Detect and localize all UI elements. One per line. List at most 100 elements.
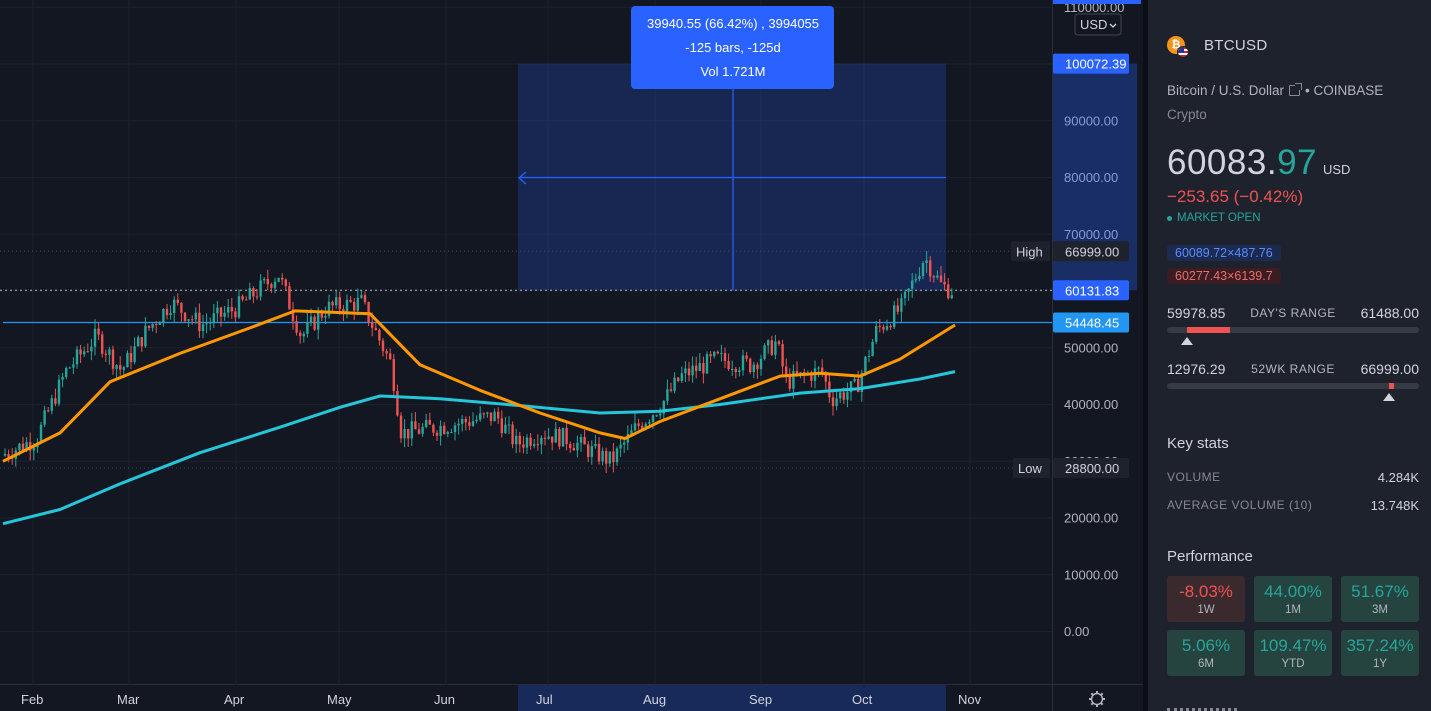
- performance-value: 357.24%: [1346, 636, 1414, 655]
- candle-body: [763, 345, 766, 359]
- candle-body: [349, 299, 352, 302]
- candle-body: [608, 451, 611, 464]
- market-status-dot-icon: [1167, 215, 1172, 221]
- candle-body: [741, 355, 745, 371]
- performance-cell-1m[interactable]: 44.00% 1M: [1254, 576, 1332, 622]
- candle-body: [939, 275, 943, 282]
- candle-body: [817, 367, 820, 369]
- candle-body: [108, 349, 111, 355]
- candle-body: [651, 415, 655, 423]
- candle-body: [551, 436, 554, 443]
- candle-body: [504, 424, 507, 434]
- candle-body: [313, 316, 316, 330]
- performance-cell-ytd[interactable]: 109.47% YTD: [1254, 630, 1332, 676]
- candlestick-series: [3, 251, 953, 474]
- time-axis-label: Jun: [434, 692, 455, 707]
- y-axis-tick-label: 10000.00: [1064, 567, 1118, 582]
- days-range: 59978.85 DAY'S RANGE 61488.00: [1167, 305, 1419, 345]
- performance-cell-1w[interactable]: -8.03% 1W: [1167, 576, 1245, 622]
- candle-body: [947, 284, 950, 299]
- candle-body: [21, 443, 25, 451]
- days-range-marker-icon: [1181, 337, 1194, 345]
- candle-body: [533, 444, 536, 446]
- market-status-text: MARKET OPEN: [1177, 212, 1261, 224]
- days-range-high: 61488.00: [1360, 305, 1419, 321]
- candle-body: [723, 353, 727, 362]
- gear-icon-tooth: [1090, 702, 1094, 706]
- performance-cell-3m[interactable]: 51.67% 3M: [1341, 576, 1419, 622]
- candle-body: [281, 277, 284, 280]
- panel-divider[interactable]: [1143, 0, 1148, 711]
- gear-icon[interactable]: [1089, 691, 1105, 707]
- performance-cell-1y[interactable]: 357.24% 1Y: [1341, 630, 1419, 676]
- candle-body: [572, 448, 575, 451]
- candle-body: [385, 351, 388, 354]
- y-axis-tick-label: 90000.00: [1064, 113, 1118, 128]
- candle-body: [353, 301, 356, 311]
- candle-body: [511, 424, 514, 445]
- candle-body: [734, 368, 737, 373]
- candle-body: [90, 346, 93, 352]
- candle-body: [745, 355, 748, 359]
- avg-volume-value: 13.748K: [1370, 498, 1419, 513]
- candle-body: [180, 302, 183, 313]
- candle-body: [673, 377, 676, 391]
- currency-selector[interactable]: USD: [1074, 13, 1122, 36]
- candle-body: [914, 279, 917, 281]
- performance-cell-6m[interactable]: 5.06% 6M: [1167, 630, 1245, 676]
- candle-body: [360, 295, 363, 298]
- volume-stat: VOLUME 4.284K: [1167, 470, 1419, 485]
- candle-body: [878, 325, 881, 327]
- candle-body: [698, 363, 701, 371]
- candle-body: [781, 344, 784, 367]
- low-price-label: 28800.00: [1065, 461, 1119, 476]
- candle-body: [47, 410, 50, 412]
- candle-body: [749, 358, 752, 373]
- candle-body: [471, 421, 475, 426]
- candle-body: [191, 319, 194, 321]
- candle-body: [857, 378, 860, 392]
- candle-body: [421, 426, 424, 434]
- high-price-label: 66999.00: [1065, 244, 1119, 259]
- candle-body: [713, 351, 716, 357]
- candle-body: [835, 398, 838, 407]
- chart-area[interactable]: 110000.0090000.0080000.0070000.0050000.0…: [0, 0, 1143, 711]
- external-link-icon[interactable]: [1289, 83, 1303, 96]
- candle-body: [291, 309, 295, 322]
- candle-body: [68, 367, 71, 369]
- candle-body: [666, 389, 669, 401]
- candle-body: [320, 312, 323, 318]
- candle-body: [137, 337, 140, 347]
- candle-body: [317, 312, 320, 330]
- candle-body: [263, 278, 266, 281]
- candle-body: [194, 312, 197, 320]
- symbol-header[interactable]: ₿ BTCUSD: [1167, 36, 1267, 58]
- candle-body: [144, 325, 147, 347]
- time-axis-label: May: [327, 692, 352, 707]
- candle-body: [245, 299, 248, 301]
- performance-grid: -8.03% 1W 44.00% 1M 51.67% 3M 5.06% 6M 109.47% YT…: [1167, 576, 1420, 676]
- candle-body: [93, 328, 97, 347]
- gear-icon-tooth: [1100, 702, 1104, 706]
- candle-body: [705, 354, 709, 374]
- candle-body: [752, 364, 755, 373]
- candle-body: [464, 418, 467, 423]
- high-price-label-bg: [1053, 241, 1129, 262]
- candle-body: [659, 413, 662, 416]
- candle-body: [907, 288, 910, 292]
- price-chart[interactable]: 110000.0090000.0080000.0070000.0050000.0…: [0, 0, 1143, 711]
- candle-body: [61, 377, 64, 380]
- days-range-fill: [1187, 327, 1230, 333]
- candle-body: [943, 281, 946, 285]
- candle-body: [155, 323, 158, 325]
- candle-body: [871, 341, 874, 356]
- candle-body: [414, 421, 417, 430]
- avg-volume-label: AVERAGE VOLUME (10): [1167, 498, 1313, 512]
- candle-body: [475, 419, 478, 422]
- candle-body: [335, 297, 338, 306]
- days-range-label: DAY'S RANGE: [1250, 306, 1336, 320]
- candle-body: [767, 340, 770, 346]
- candle-body: [680, 373, 683, 382]
- candle-body: [363, 295, 367, 303]
- candle-body: [147, 325, 151, 328]
